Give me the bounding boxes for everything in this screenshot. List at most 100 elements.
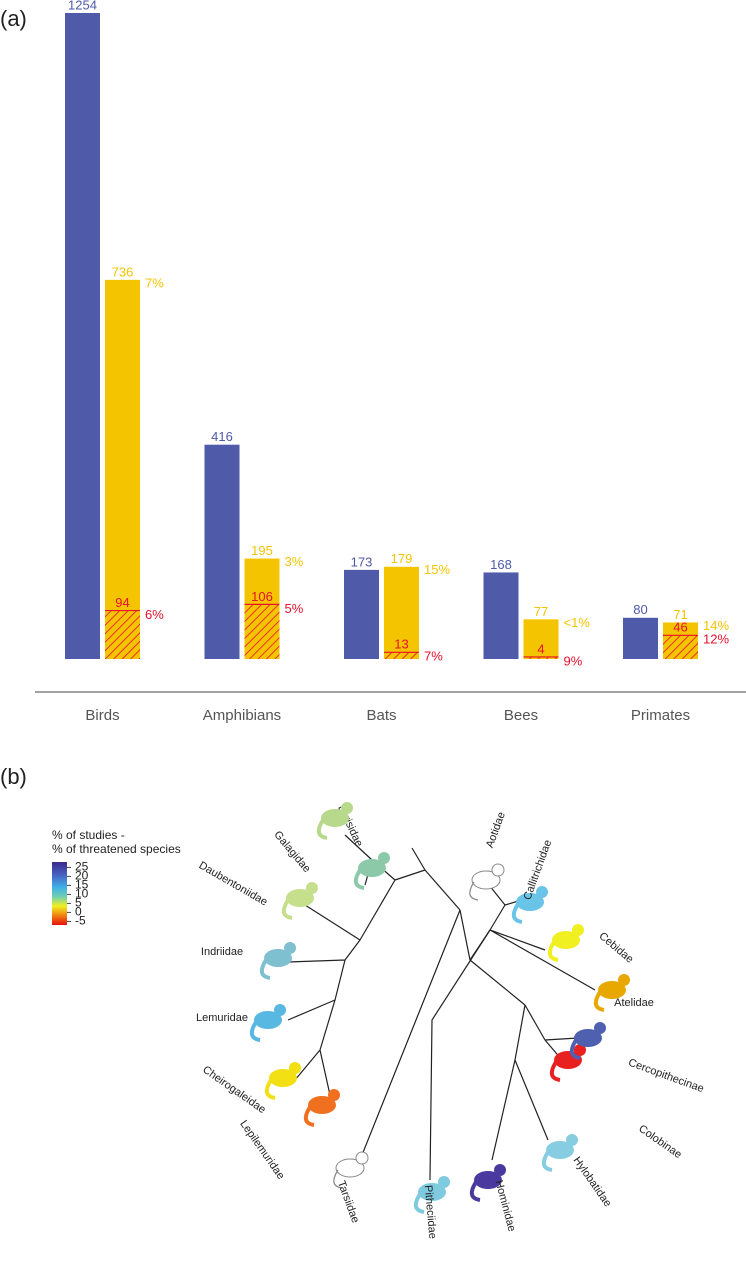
colorbar-label: 0 <box>75 905 82 919</box>
bar <box>105 610 140 659</box>
icon-head <box>574 1044 586 1056</box>
primate-icon <box>333 1151 369 1189</box>
annotation: 6% <box>145 607 164 622</box>
value-label: 71 <box>673 607 687 622</box>
primate-icon <box>316 802 353 840</box>
icon-head <box>494 1164 506 1176</box>
bar <box>623 617 658 659</box>
x-tick-label: Bats <box>366 707 396 724</box>
icon-body <box>335 1158 365 1178</box>
node-label: Hominidae <box>492 1179 517 1233</box>
primate-icon <box>264 1062 301 1100</box>
icon-body <box>598 981 626 999</box>
icon-tail <box>569 1038 581 1060</box>
node-label: Galagidae <box>271 829 312 875</box>
icon-body <box>516 893 544 911</box>
node-label: Cebidae <box>597 930 636 966</box>
icon-head <box>306 882 318 894</box>
colorbar-label: 10 <box>75 887 89 901</box>
icon-head <box>572 924 584 936</box>
icon-tail <box>281 898 293 920</box>
node-label: Aotidae <box>484 810 508 849</box>
value-label: 195 <box>251 543 273 558</box>
value-label: 46 <box>673 620 687 635</box>
bar <box>483 572 519 659</box>
tree-branches <box>287 834 596 1181</box>
icon-body <box>471 870 501 890</box>
value-label: 416 <box>211 429 233 444</box>
node-label: Daubentoniidae <box>197 859 270 908</box>
icon-body <box>418 1183 446 1201</box>
legend-title: % of threatened species <box>52 842 181 856</box>
primate-icon <box>469 863 505 901</box>
icon-head <box>274 1004 286 1016</box>
primate-icon <box>281 882 318 920</box>
bar <box>523 619 559 659</box>
colorbar-label: -5 <box>75 914 86 928</box>
icon-tail <box>264 1078 276 1100</box>
x-tick-label: Bees <box>504 707 538 724</box>
primate-icon <box>249 1004 286 1042</box>
node-label: Lepilemuridae <box>237 1118 286 1181</box>
icon-head <box>355 1151 369 1165</box>
bar <box>244 604 280 659</box>
legend-title: % of studies - <box>52 828 125 842</box>
value-label: 106 <box>251 589 273 604</box>
icon-body <box>574 1029 602 1047</box>
value-label: 173 <box>351 554 373 569</box>
icon-head <box>491 863 505 877</box>
icon-tail <box>541 1150 553 1172</box>
primate-icon <box>413 1176 450 1214</box>
node-label: Cheirogaleidae <box>200 1064 268 1116</box>
primate-icon <box>511 886 548 924</box>
icon-body <box>254 1011 282 1029</box>
icon-tail <box>469 881 479 901</box>
icon-body <box>286 889 314 907</box>
primate-icon <box>303 1089 340 1127</box>
icon-tail <box>469 1180 481 1202</box>
icon-head <box>618 974 630 986</box>
primate-icon <box>259 942 296 980</box>
icon-head <box>594 1022 606 1034</box>
value-label: 736 <box>112 264 134 279</box>
colorbar-label: 15 <box>75 878 89 892</box>
icon-tail <box>249 1020 261 1042</box>
primate-icon <box>353 852 390 890</box>
icon-tail <box>413 1192 425 1214</box>
icon-head <box>378 852 390 864</box>
bar <box>663 635 698 659</box>
bar <box>344 569 379 659</box>
icon-body <box>308 1096 336 1114</box>
primate-icon <box>593 974 630 1012</box>
icon-head <box>438 1176 450 1188</box>
node-label: Hylobatidae <box>571 1155 614 1209</box>
icon-tail <box>511 902 523 924</box>
x-tick-label: Primates <box>631 707 690 724</box>
value-label: 1254 <box>68 0 97 12</box>
primate-icon <box>549 1044 586 1082</box>
primate-icon <box>547 924 584 962</box>
icon-tail <box>549 1060 561 1082</box>
value-label: 94 <box>115 595 129 610</box>
annotation: 12% <box>703 632 729 647</box>
icon-head <box>341 802 353 814</box>
icon-tail <box>333 1169 343 1189</box>
bar <box>523 656 559 659</box>
annotation: 7% <box>424 649 443 664</box>
colorbar <box>52 862 67 925</box>
panel-label: (a) <box>0 6 27 31</box>
node-label: Atelidae <box>614 997 654 1009</box>
icon-body <box>474 1171 502 1189</box>
icon-tail <box>303 1105 315 1127</box>
bar <box>384 566 419 659</box>
bar <box>65 13 100 659</box>
annotation: 5% <box>285 601 304 616</box>
annotation: 14% <box>703 618 729 633</box>
icon-head <box>289 1062 301 1074</box>
icon-tail <box>593 990 605 1012</box>
icon-tail <box>547 940 559 962</box>
panel-label: (b) <box>0 764 27 789</box>
icon-body <box>546 1141 574 1159</box>
icon-head <box>566 1134 578 1146</box>
